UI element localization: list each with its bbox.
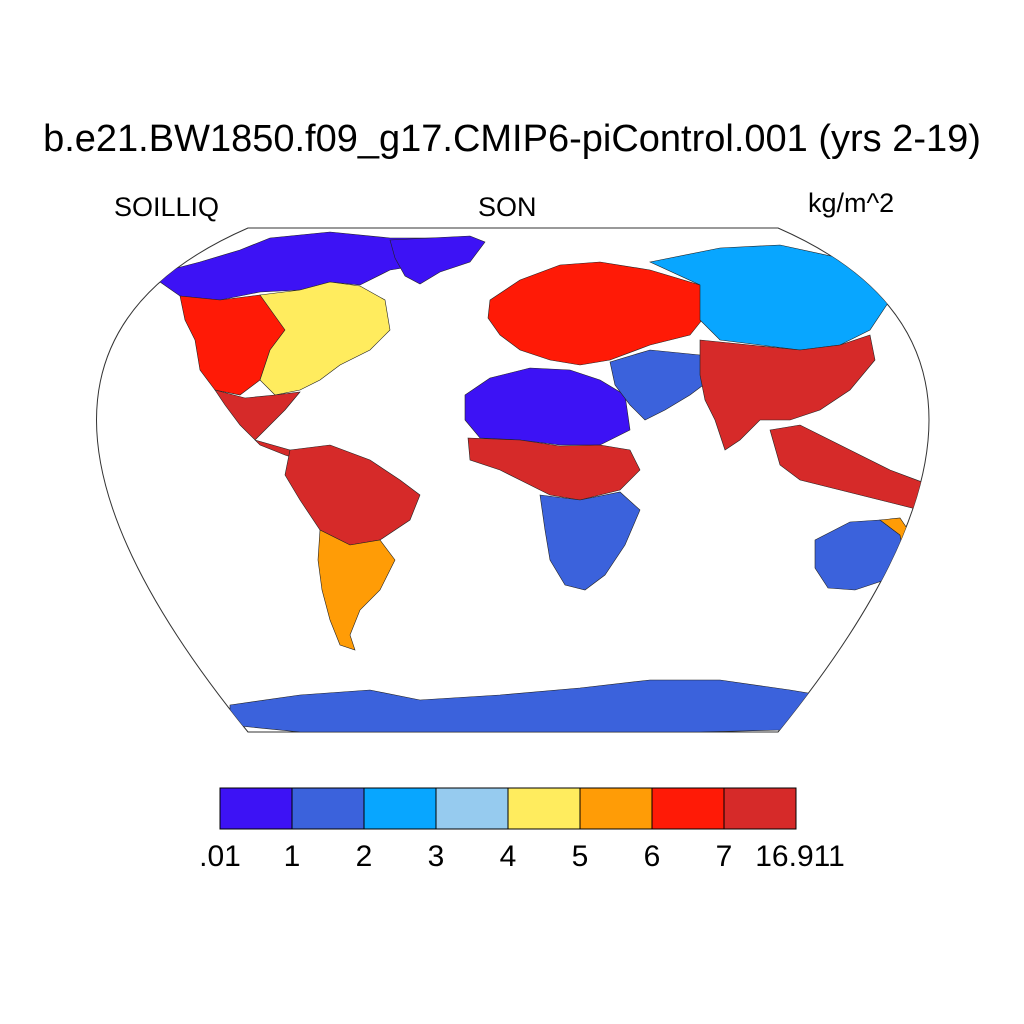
variable-label: SOILLIQ <box>114 192 220 222</box>
season-label: SON <box>478 192 537 222</box>
colorbar-tick-label: 16.911 <box>755 840 845 873</box>
colorbar-swatch <box>579 787 653 830</box>
region-sahara <box>464 367 631 446</box>
colorbar <box>219 787 797 830</box>
region-europe <box>487 261 711 366</box>
region-north-america-east <box>259 281 391 396</box>
colorbar-tick-label: 5 <box>571 840 589 873</box>
region-southern-africa <box>539 491 641 591</box>
region-south-america-south <box>317 529 396 651</box>
colorbar-swatch <box>651 787 725 830</box>
region-amazon <box>284 444 421 546</box>
region-siberia <box>649 244 891 351</box>
region-arabia <box>609 349 711 421</box>
region-india-china <box>699 334 876 451</box>
units-label: kg/m^2 <box>808 188 895 218</box>
region-southeast-asia <box>769 424 929 511</box>
colorbar-tick-label: 4 <box>499 840 517 873</box>
colorbar-swatch <box>507 787 581 830</box>
region-central-america <box>214 389 301 461</box>
region-antarctica <box>229 679 851 732</box>
colorbar-swatch <box>723 787 797 830</box>
colorbar-tick-label: 7 <box>715 840 733 873</box>
colorbar-swatch <box>291 787 365 830</box>
colorbar-swatch <box>219 787 293 830</box>
colorbar-swatch <box>363 787 437 830</box>
colorbar-tick-label: 3 <box>427 840 445 873</box>
colorbar-tick-label: 6 <box>643 840 661 873</box>
map-title: b.e21.BW1850.f09_g17.CMIP6-piControl.001… <box>43 118 981 160</box>
colorbar-tick-label: 2 <box>355 840 373 873</box>
colorbar-swatch <box>435 787 509 830</box>
colorbar-tick-label: .01 <box>199 840 241 873</box>
region-sahel-congo <box>467 437 641 501</box>
colorbar-tick-label: 1 <box>283 840 301 873</box>
region-greenland <box>389 235 486 285</box>
region-new-zealand <box>924 589 929 626</box>
